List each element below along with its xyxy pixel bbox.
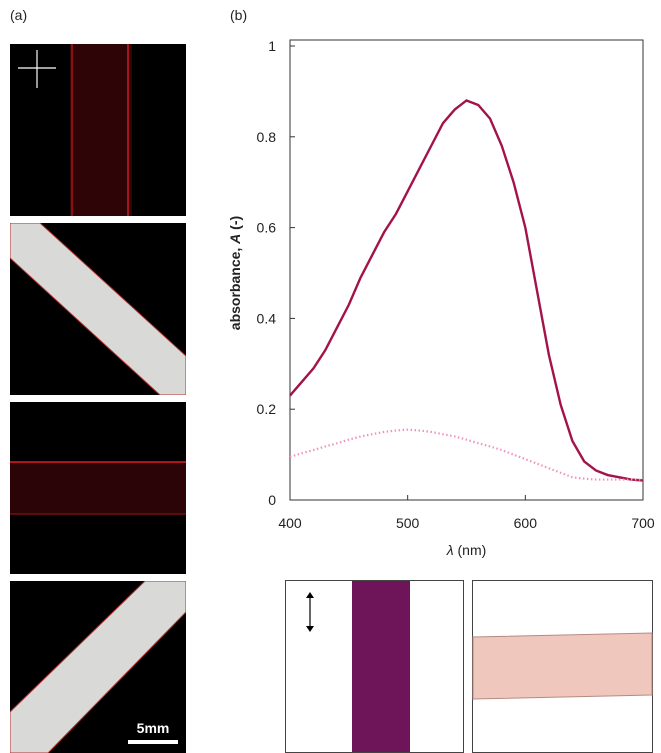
x-tick-label: 500	[396, 515, 420, 531]
panel-label: (a)	[10, 7, 27, 23]
x-tick-label: 700	[631, 515, 655, 531]
plot: 0 0.2 0.4 0.6 0.8 1 400 500 600 700 absorbance, A …	[227, 38, 655, 558]
photo	[285, 580, 464, 753]
x-tick-label: 600	[514, 515, 538, 531]
scale-bar-label: 5mm	[137, 720, 170, 736]
photo	[472, 580, 653, 753]
y-axis-label: absorbance, A (-)	[227, 216, 243, 330]
x-axis-label: λ (nm)	[446, 542, 487, 558]
y-axis-label-part: A	[227, 234, 243, 245]
micrograph: 5mm	[10, 581, 186, 753]
y-tick-label: 0.8	[257, 129, 277, 145]
y-tick-label: 0	[268, 492, 276, 508]
y-tick-label: 0.6	[257, 220, 277, 236]
data-line	[289, 99, 644, 482]
x-axis-label-part: λ	[446, 542, 454, 558]
y-tick-label: 1	[268, 38, 276, 54]
y-axis-label-part: absorbance,	[227, 244, 243, 330]
plot-frame	[289, 39, 644, 501]
x-axis-label-part: (nm)	[454, 542, 487, 558]
y-tick-label: 0.4	[257, 310, 277, 326]
panel-label: (b)	[230, 7, 247, 23]
x-tick-label: 400	[278, 515, 302, 531]
y-axis-label-part: (-)	[227, 216, 243, 234]
y-tick-label: 0.2	[257, 401, 277, 417]
micrograph	[10, 402, 186, 574]
micrograph	[10, 223, 186, 395]
micrograph	[10, 44, 186, 216]
data-line	[289, 428, 643, 481]
